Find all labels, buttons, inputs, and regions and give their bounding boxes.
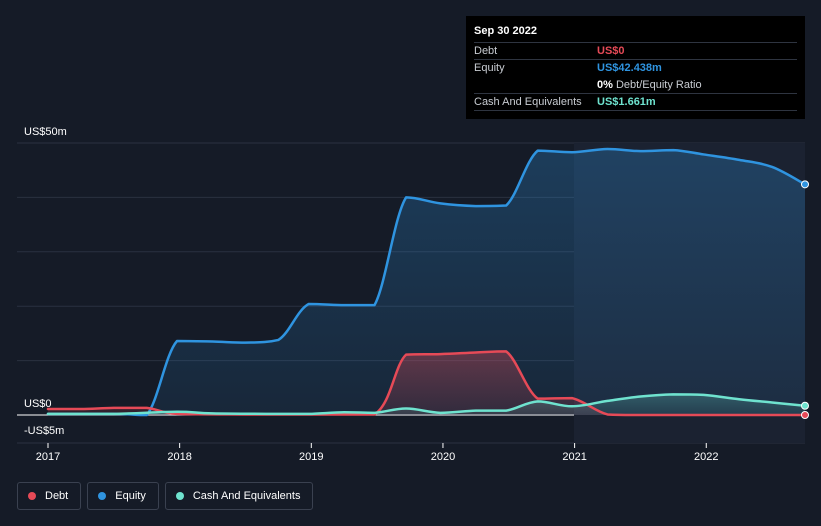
legend-dot-debt xyxy=(28,492,36,500)
tooltip-equity-label: Equity xyxy=(474,62,505,74)
legend-label-debt: Debt xyxy=(45,490,69,502)
y-axis-zero-label: US$0 xyxy=(24,398,52,410)
debt-end-marker[interactable] xyxy=(801,411,809,419)
legend-dot-equity xyxy=(98,492,107,500)
equity-area xyxy=(48,148,805,415)
tooltip-ratio-row: 0% Debt/Equity Ratio xyxy=(474,76,797,93)
y-axis-bottom-label: -US$5m xyxy=(24,425,65,437)
legend-dot-cash xyxy=(175,492,184,500)
tooltip-cash-row: Cash And Equivalents US$1.661m xyxy=(474,93,797,110)
series-areas xyxy=(48,148,805,415)
tooltip-debt-value: US$0 xyxy=(597,45,625,57)
x-tick-label-2020: 2020 xyxy=(430,451,456,463)
x-tick-label-2017: 2017 xyxy=(35,451,61,463)
tooltip-cash-label: Cash And Equivalents xyxy=(474,96,582,108)
cash-line xyxy=(46,393,807,416)
legend-item-cash[interactable]: Cash And Equivalents xyxy=(164,482,314,510)
tooltip-ratio-value: 0% xyxy=(597,79,613,91)
data-tooltip: Sep 30 2022 Debt US$0 Equity US$42.438m … xyxy=(466,16,805,119)
series-end-markers xyxy=(801,180,809,419)
series-lines xyxy=(46,147,807,417)
x-tick-label-2021: 2021 xyxy=(562,451,587,463)
x-axis-ticks xyxy=(47,443,707,448)
legend-item-debt[interactable]: Debt xyxy=(17,482,82,510)
cash-end-marker[interactable] xyxy=(801,401,809,410)
tooltip-ratio-label: Debt/Equity Ratio xyxy=(615,79,702,91)
x-tick-label-2018: 2018 xyxy=(167,451,192,463)
legend-item-equity[interactable]: Equity xyxy=(87,482,159,510)
tooltip-cash-value: US$1.661m xyxy=(597,96,656,108)
legend-label-cash: Cash And Equivalents xyxy=(192,490,301,502)
tooltip-date: Sep 30 2022 xyxy=(474,25,537,37)
x-tick-label-2022: 2022 xyxy=(694,451,719,463)
cash-area xyxy=(48,394,805,415)
chart-legend: Debt Equity Cash And Equivalents xyxy=(17,482,314,510)
tooltip-debt-row: Debt US$0 xyxy=(474,42,797,59)
tooltip-equity-row: Equity US$42.438m xyxy=(474,59,797,76)
debt-area xyxy=(48,351,805,415)
tooltip-equity-value: US$42.438m xyxy=(597,62,662,74)
tooltip-debt-label: Debt xyxy=(474,45,498,57)
y-axis-top-label: US$50m xyxy=(24,126,67,138)
legend-label-equity: Equity xyxy=(115,490,146,502)
x-tick-label-2019: 2019 xyxy=(299,451,324,463)
debt-line xyxy=(46,350,807,417)
equity-line xyxy=(46,147,807,417)
equity-end-marker[interactable] xyxy=(801,180,809,189)
